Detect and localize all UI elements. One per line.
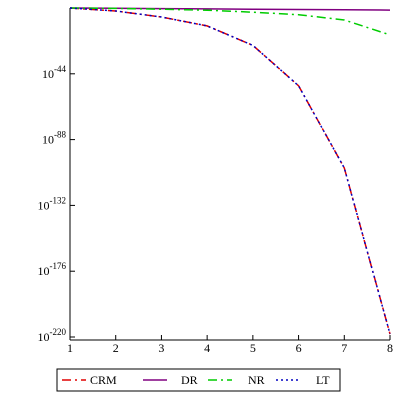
series-line-nr <box>69 7 391 36</box>
x-tick-label: 2 <box>113 341 119 355</box>
x-tick-label: 8 <box>387 341 393 355</box>
y-tick-base: 10 <box>38 330 50 344</box>
x-tick-label: 4 <box>204 341 210 355</box>
y-tick-exponent: -220 <box>50 327 67 337</box>
x-tick-label: 5 <box>250 341 256 355</box>
series-line-dr <box>69 7 391 11</box>
legend-label-nr: NR <box>248 373 265 387</box>
x-tick-group: 1 2 3 4 5 6 7 8 <box>67 335 393 355</box>
x-tick-label: 7 <box>341 341 347 355</box>
y-tick-exponent: -44 <box>54 64 66 74</box>
y-tick-label: 10-88 <box>42 130 66 147</box>
plot-frame <box>69 8 390 341</box>
y-tick-exponent: -132 <box>50 195 67 205</box>
y-tick-exponent: -88 <box>54 130 66 140</box>
x-tick-label: 6 <box>296 341 302 355</box>
y-tick-label: 10-220 <box>38 327 67 344</box>
series-layer <box>69 7 391 335</box>
y-tick-base: 10 <box>42 133 54 147</box>
y-tick-exponent: -176 <box>50 261 67 271</box>
legend-box <box>56 368 341 392</box>
x-tick-label: 1 <box>67 341 73 355</box>
legend-label-dr: DR <box>181 373 198 387</box>
series-line-crm <box>69 7 391 335</box>
y-tick-label: 10-176 <box>38 261 67 278</box>
y-tick-base: 10 <box>42 67 54 81</box>
legend: CRM DR NR LT <box>56 368 341 392</box>
y-tick-label: 10-44 <box>42 64 66 81</box>
y-tick-base: 10 <box>38 264 50 278</box>
legend-label-crm: CRM <box>90 373 117 387</box>
y-tick-base: 10 <box>38 198 50 212</box>
series-line-lt <box>69 7 391 335</box>
x-tick-label: 3 <box>158 341 164 355</box>
legend-label-lt: LT <box>316 373 330 387</box>
y-tick-label: 10-132 <box>38 195 67 212</box>
